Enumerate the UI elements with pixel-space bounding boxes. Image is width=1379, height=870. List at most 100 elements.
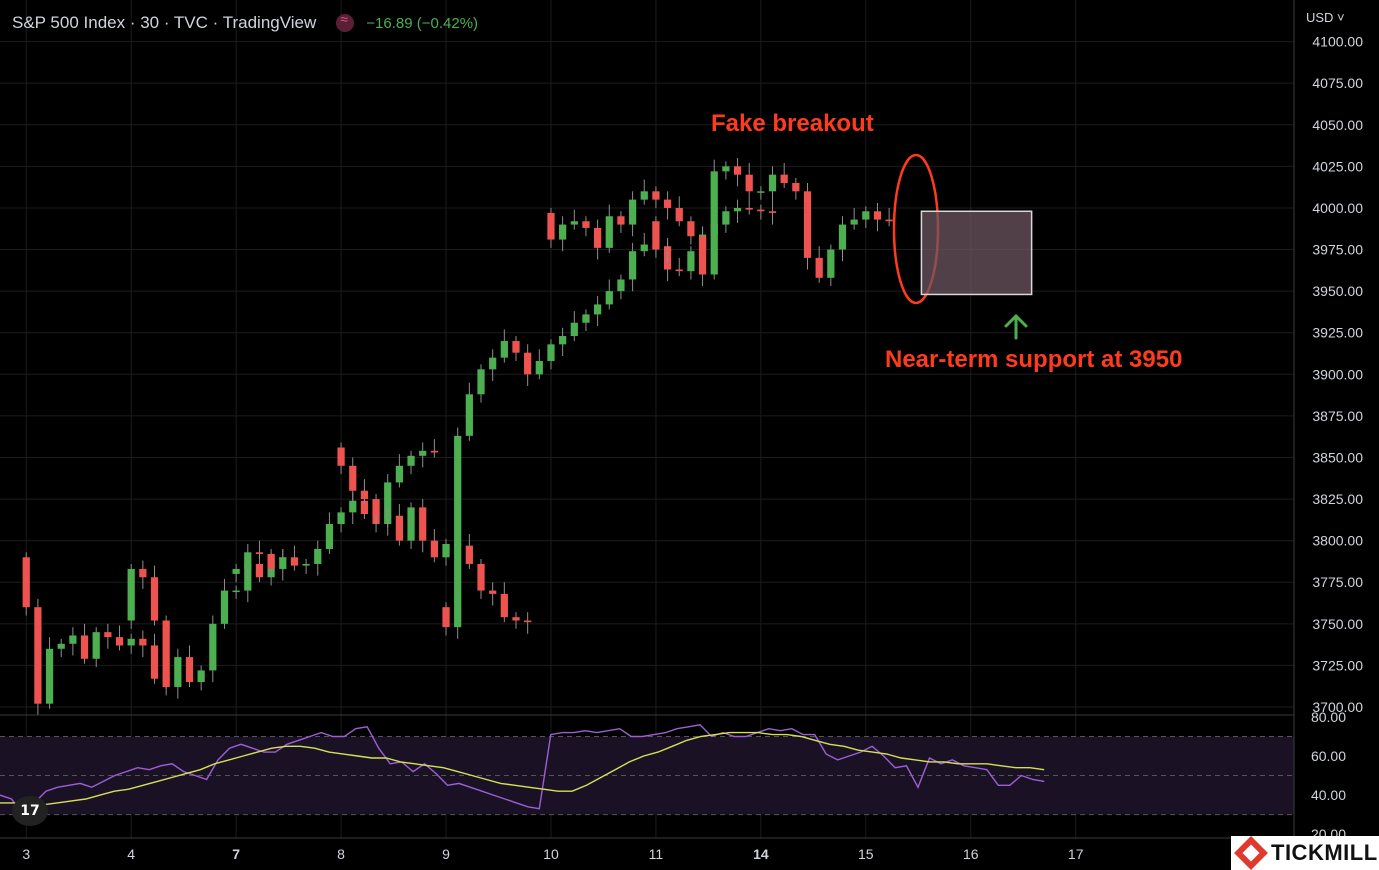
candle-body (395, 515, 403, 541)
candle-body (139, 638, 147, 646)
chart-grid (0, 0, 1294, 838)
price-tick-label: 4000.00 (1312, 200, 1363, 216)
price-tick-label: 3750.00 (1312, 616, 1363, 632)
candle-body (745, 207, 753, 210)
price-tick-label: 3850.00 (1312, 449, 1363, 465)
candle-body (780, 174, 788, 183)
candle-body (232, 590, 240, 593)
candle-body (617, 279, 625, 292)
candle-body (768, 211, 777, 213)
candle-body (524, 352, 532, 375)
candle-body (384, 515, 392, 518)
candle-body (395, 465, 403, 483)
candle-body (34, 607, 42, 704)
rsi-panel (0, 724, 1294, 816)
candle-body (407, 507, 415, 541)
candle-body (279, 557, 287, 569)
time-tick-label: 17 (1068, 846, 1084, 862)
candle-body (419, 450, 427, 456)
tradingview-logo-icon[interactable]: 17 (12, 796, 48, 826)
candle-body (722, 166, 730, 172)
candle-body (115, 637, 124, 646)
candle-body (442, 607, 450, 628)
candle-body (722, 211, 730, 225)
candle-body (524, 620, 532, 623)
candle-body (733, 207, 742, 212)
rsi-tick-label: 80.00 (1311, 709, 1346, 725)
candle-body (652, 221, 660, 250)
time-tick-label: 14 (753, 846, 769, 862)
candle-body (663, 249, 672, 252)
candle-body (314, 548, 322, 564)
candle-body (757, 209, 765, 212)
candle-body (559, 224, 567, 240)
time-tick-label: 8 (337, 846, 345, 862)
time-tick-label: 3 (22, 846, 30, 862)
candle-body (675, 207, 683, 222)
candle-body (745, 174, 753, 192)
candle-body (465, 394, 473, 436)
candle-body (384, 482, 392, 525)
candle-body (150, 577, 159, 621)
candle-body (628, 199, 637, 225)
candle-body (232, 568, 240, 574)
candle-body (92, 632, 100, 659)
currency-selector[interactable]: USD ˅ (1306, 10, 1345, 25)
candle-body (337, 512, 345, 525)
candle-body (255, 552, 264, 554)
candle-body (267, 553, 275, 569)
candle-body (582, 221, 590, 228)
candle-body (663, 199, 672, 208)
price-tick-label: 3975.00 (1312, 242, 1363, 258)
candle-body (419, 507, 427, 541)
candle-body (559, 336, 567, 345)
candle-body (792, 182, 800, 192)
candle-body (850, 219, 858, 225)
candle-body (349, 465, 357, 491)
candle-body (337, 447, 345, 466)
chart-title: S&P 500 Index · 30 · TVC · TradingView (12, 13, 317, 32)
candle-body (302, 563, 310, 566)
candle-body (500, 341, 508, 358)
candle-body (430, 450, 438, 453)
candle-body (477, 563, 485, 591)
candle-body (104, 632, 112, 638)
candle-body (594, 227, 602, 248)
candle-body (80, 635, 89, 659)
candle-body (862, 211, 870, 220)
candle-body (454, 435, 462, 628)
rsi-tick-label: 40.00 (1311, 787, 1346, 803)
price-tick-label: 3775.00 (1312, 574, 1363, 590)
candle-body (290, 557, 299, 566)
candle-body (733, 166, 742, 175)
support-arrow-icon (1004, 313, 1028, 340)
price-tick-label: 4050.00 (1312, 117, 1363, 133)
candle-body (372, 499, 380, 516)
candle-body (442, 543, 450, 558)
candle-body (349, 500, 357, 513)
candle-body (757, 191, 765, 193)
price-tick-label: 3700.00 (1312, 699, 1363, 715)
candles-layer (22, 158, 893, 716)
tickmill-watermark: TICKMILL (1231, 836, 1379, 870)
time-tick-label: 7 (232, 846, 240, 862)
annotation-overlay (892, 153, 1033, 340)
candle-body (360, 490, 369, 500)
time-tick-label: 9 (442, 846, 450, 862)
candle-body (570, 221, 578, 225)
candle-body (512, 341, 520, 353)
candle-body (500, 593, 508, 618)
candle-body (547, 212, 555, 240)
price-change: −16.89 (−0.42%) (366, 14, 479, 32)
candle-body (640, 191, 648, 200)
candle-body (582, 314, 590, 323)
candle-body (185, 657, 194, 683)
candle-body (547, 344, 555, 361)
candle-body (325, 524, 334, 549)
indicator-icon[interactable] (336, 11, 355, 32)
candle-body (220, 590, 229, 624)
candle-body (605, 216, 613, 248)
price-tick-label: 3725.00 (1312, 657, 1363, 673)
price-tick-label: 3900.00 (1312, 366, 1363, 382)
candle-body (815, 257, 823, 278)
